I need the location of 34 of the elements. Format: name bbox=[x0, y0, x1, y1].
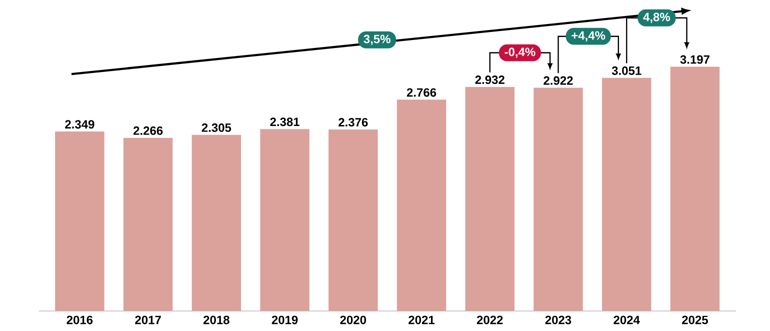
data-label: 2.922 bbox=[544, 76, 573, 85]
data-label: 2.305 bbox=[202, 123, 232, 132]
bar bbox=[192, 134, 242, 311]
text: 4,8% bbox=[643, 12, 670, 23]
data-label: 2.349 bbox=[65, 120, 94, 129]
data-label: 2.376 bbox=[338, 118, 368, 127]
data-label: 3.197 bbox=[680, 55, 710, 64]
x-tick-label: 2016 bbox=[66, 316, 93, 324]
bar bbox=[328, 129, 378, 311]
x-tick-label: 2019 bbox=[272, 316, 298, 324]
data-label: 2.266 bbox=[133, 126, 163, 135]
x-tick-label: 2018 bbox=[204, 316, 230, 324]
bar bbox=[534, 88, 583, 311]
x-tick-label: 2020 bbox=[340, 316, 366, 324]
data-label: 2.381 bbox=[270, 118, 300, 126]
bar bbox=[396, 100, 446, 311]
x-tick-label: 2017 bbox=[135, 316, 161, 324]
data-label: 2.766 bbox=[406, 88, 436, 97]
bar bbox=[670, 66, 720, 311]
data-label: 3.051 bbox=[612, 66, 642, 75]
bar bbox=[260, 129, 310, 311]
bar bbox=[465, 86, 514, 311]
bar bbox=[602, 78, 652, 311]
bar bbox=[55, 132, 104, 311]
text: 3,5% bbox=[364, 34, 390, 45]
bar bbox=[123, 138, 173, 311]
x-tick-label: 2023 bbox=[545, 316, 572, 324]
data-label: 2.932 bbox=[475, 76, 504, 84]
x-tick-label: 2022 bbox=[476, 316, 503, 324]
text: +4,4% bbox=[572, 31, 606, 42]
x-tick-label: 2025 bbox=[682, 316, 708, 324]
x-tick-label: 2024 bbox=[614, 316, 640, 324]
x-tick-label: 2021 bbox=[408, 316, 435, 324]
text: -0,4% bbox=[504, 48, 536, 58]
